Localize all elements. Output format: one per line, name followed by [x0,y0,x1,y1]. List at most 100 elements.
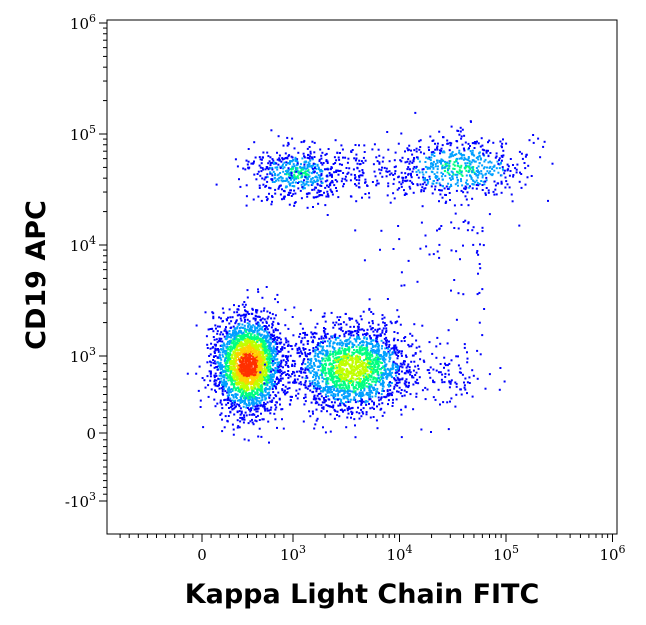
data-point [345,340,348,343]
data-point [237,305,240,308]
data-point [388,369,391,372]
data-point [355,368,358,371]
data-point [314,163,317,166]
data-point [372,416,375,418]
data-point [306,340,309,343]
data-point [258,383,261,385]
data-point [229,357,231,360]
data-point [296,175,299,178]
data-point [327,367,330,370]
data-point [328,363,331,366]
data-point [231,354,233,357]
data-point [402,361,405,364]
data-point [365,393,368,396]
data-point [471,369,474,372]
data-point [258,373,261,376]
data-point [340,378,342,381]
data-point [261,396,264,399]
data-point [272,350,275,353]
data-point [315,359,318,362]
data-point [283,179,285,182]
data-point [322,341,324,344]
data-point [351,369,354,372]
data-point [439,363,442,365]
data-point [321,401,324,404]
data-point [229,359,232,361]
data-point [403,394,406,397]
data-point [297,392,300,395]
data-point [345,330,348,333]
data-point [344,345,347,347]
data-point [263,325,266,327]
data-point [360,408,363,411]
data-point [225,377,228,380]
data-point [240,338,243,341]
data-point [244,168,247,171]
data-point [376,328,379,331]
data-point [248,323,251,326]
data-point [220,337,223,340]
data-point [371,353,373,356]
data-point [349,340,352,343]
data-point [336,336,339,339]
data-point [254,373,257,376]
data-point [253,325,256,328]
data-point [382,365,385,368]
data-point [235,338,238,341]
data-point [252,336,255,339]
data-point [365,370,368,372]
data-point [281,377,284,380]
data-point [277,179,280,182]
data-point [318,158,321,161]
data-point [227,402,230,404]
data-point [286,387,289,390]
data-point [344,378,347,381]
data-point [233,400,235,403]
data-point [421,389,424,392]
data-point [233,343,236,346]
data-point [312,412,314,415]
data-point [336,366,339,369]
data-point [220,374,223,377]
data-point [237,403,240,406]
data-point [406,365,409,368]
data-point [388,392,391,395]
data-point [277,370,280,373]
data-point [379,408,382,411]
data-point [328,337,331,340]
data-point [334,338,337,341]
data-point [318,377,321,380]
data-point [348,342,351,345]
data-point [369,407,372,410]
data-point [272,375,275,378]
data-point [394,383,397,386]
data-point [363,387,366,390]
data-point [265,363,268,366]
data-point [357,372,360,375]
data-point [332,352,334,355]
data-point [387,384,390,386]
data-point [361,391,364,394]
data-point [353,369,356,372]
data-point [284,364,287,367]
data-point [231,356,234,359]
data-point [353,365,356,368]
data-point [379,379,382,382]
data-point [396,357,399,360]
data-point [244,411,247,414]
data-point [257,290,260,293]
data-point [346,368,349,371]
data-point [466,351,468,354]
data-point [384,339,387,342]
data-point [384,358,387,361]
data-point [287,381,290,384]
data-point [219,380,222,383]
data-point [229,327,232,329]
data-point [241,332,244,335]
data-point [268,356,271,359]
data-point [209,372,212,375]
data-point [225,357,228,359]
data-point [318,387,321,390]
data-point [283,371,286,374]
data-point [257,329,260,332]
